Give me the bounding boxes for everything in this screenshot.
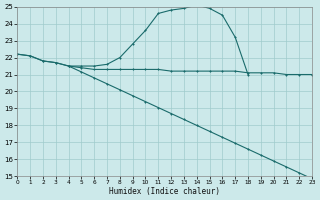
X-axis label: Humidex (Indice chaleur): Humidex (Indice chaleur) (109, 187, 220, 196)
